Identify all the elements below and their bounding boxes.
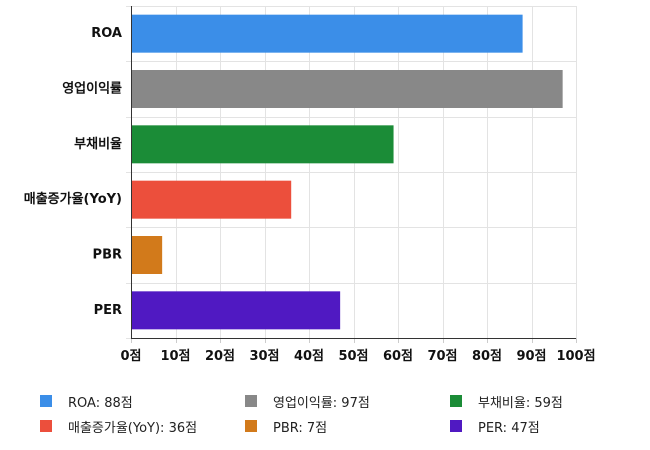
x-tick-label: 40점 bbox=[294, 349, 324, 364]
category-label: 부채비율 bbox=[74, 136, 122, 152]
x-tick-label: 60점 bbox=[383, 349, 413, 364]
legend-item-roa: ROA: 88점 bbox=[40, 390, 133, 412]
legend-item-per: PER: 47점 bbox=[450, 415, 540, 437]
grid-lines bbox=[126, 6, 577, 343]
legend-swatch bbox=[245, 420, 257, 432]
bar bbox=[132, 291, 341, 330]
category-label: 매출증가율(YoY) bbox=[24, 191, 122, 207]
legend-label: PER: 47점 bbox=[478, 420, 540, 436]
legend-label: ROA: 88점 bbox=[68, 395, 133, 411]
bar bbox=[132, 14, 523, 53]
legend-swatch bbox=[450, 395, 462, 407]
legend-item-operating-margin: 영업이익률: 97점 bbox=[245, 390, 370, 412]
bar bbox=[132, 180, 292, 219]
legend-label: 부채비율: 59점 bbox=[478, 395, 563, 411]
legend-swatch bbox=[40, 395, 52, 407]
x-tick-label: 100점 bbox=[556, 349, 595, 364]
bar bbox=[132, 236, 163, 274]
legend-swatch bbox=[450, 420, 462, 432]
x-tick-label: 0점 bbox=[120, 349, 141, 364]
category-label: PER bbox=[94, 303, 122, 318]
x-tick-labels: 0점 10점 20점 30점 40점 50점 60점 70점 80점 90점 100점 bbox=[120, 349, 595, 364]
bar bbox=[132, 70, 563, 108]
x-tick-label: 80점 bbox=[472, 349, 502, 364]
x-tick-label: 50점 bbox=[338, 349, 368, 364]
legend-label: PBR: 7점 bbox=[273, 420, 328, 436]
category-label: PBR bbox=[93, 248, 122, 263]
legend-item-sales-growth: 매출증가율(YoY): 36점 bbox=[40, 415, 197, 437]
legend-label: 영업이익률: 97점 bbox=[273, 395, 370, 411]
category-label: ROA bbox=[91, 26, 122, 41]
x-tick-label: 70점 bbox=[427, 349, 457, 364]
x-tick-label: 10점 bbox=[160, 349, 190, 364]
legend-swatch bbox=[40, 420, 52, 432]
bars bbox=[132, 14, 563, 330]
x-tick-label: 20점 bbox=[205, 349, 235, 364]
x-tick-label: 90점 bbox=[516, 349, 546, 364]
category-label: 영업이익률 bbox=[62, 81, 122, 97]
legend-item-debt-ratio: 부채비율: 59점 bbox=[450, 390, 563, 412]
x-tick-label: 30점 bbox=[249, 349, 279, 364]
legend-item-pbr: PBR: 7점 bbox=[245, 415, 327, 437]
legend-swatch bbox=[245, 395, 257, 407]
bar bbox=[132, 125, 394, 164]
legend-label: 매출증가율(YoY): 36점 bbox=[68, 420, 198, 436]
